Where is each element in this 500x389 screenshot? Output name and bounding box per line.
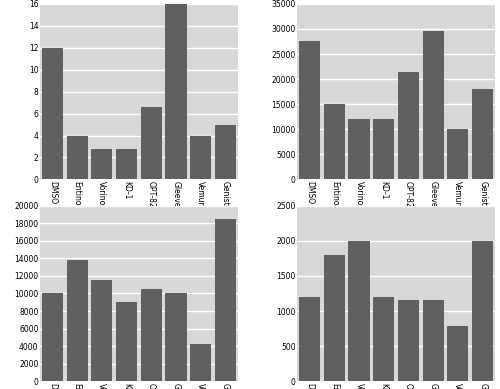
Bar [42, 48, 63, 179]
Bar [299, 297, 320, 381]
Bar [190, 135, 211, 179]
Bar [324, 255, 345, 381]
Bar [92, 149, 112, 179]
Bar [190, 344, 211, 381]
X-axis label: (B): (B) [388, 230, 404, 240]
Bar [472, 241, 493, 381]
Bar [166, 293, 186, 381]
Bar [373, 297, 394, 381]
Bar [215, 124, 236, 179]
Bar [116, 149, 137, 179]
Bar [348, 241, 370, 381]
Bar [348, 119, 370, 179]
Bar [166, 2, 186, 179]
X-axis label: (A): (A) [132, 230, 146, 240]
Bar [92, 280, 112, 381]
Bar [66, 135, 87, 179]
Bar [398, 300, 419, 381]
Bar [422, 300, 444, 381]
Bar [398, 72, 419, 179]
Bar [422, 32, 444, 179]
Bar [141, 107, 162, 179]
Bar [116, 302, 137, 381]
Bar [215, 219, 236, 381]
Bar [448, 326, 468, 381]
Bar [141, 289, 162, 381]
Bar [42, 293, 63, 381]
Bar [324, 104, 345, 179]
Bar [373, 119, 394, 179]
Bar [472, 89, 493, 179]
Bar [448, 129, 468, 179]
Bar [66, 260, 87, 381]
Bar [299, 42, 320, 179]
